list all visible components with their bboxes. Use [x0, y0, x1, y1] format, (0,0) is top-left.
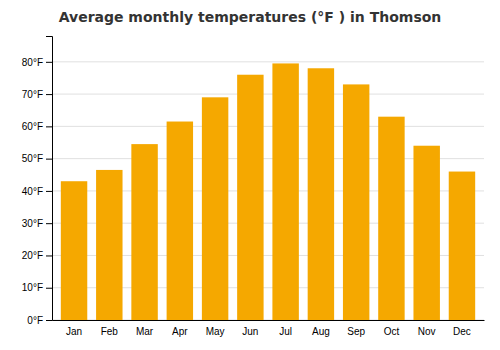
x-tick: Jun [242, 326, 258, 337]
x-tick-label: Nov [418, 326, 436, 337]
y-tick-label: 80°F [22, 57, 43, 68]
bars [61, 63, 475, 320]
x-tick: Dec [453, 326, 471, 337]
x-tick: Mar [136, 326, 154, 337]
y-tick-mark [46, 62, 52, 63]
x-tick-label: Sep [347, 326, 365, 337]
bar [61, 181, 87, 320]
grid-line [52, 94, 484, 95]
x-tick: Sep [347, 326, 365, 337]
y-tick: 30°F [22, 218, 52, 229]
y-tick: 10°F [22, 282, 52, 293]
title: Average monthly temperatures (°F ) in Th… [59, 9, 442, 25]
y-tick: 40°F [22, 186, 52, 197]
plot: 0°F 10°F 20°F 30°F 40°F 50°F 60°F 70°F 80°F Jan Fe… [22, 37, 485, 338]
x-axis-line [53, 320, 485, 321]
bar [308, 68, 334, 320]
y-tick-label: 60°F [22, 121, 43, 132]
x-tick: Apr [172, 326, 188, 337]
y-tick: 0°F [27, 315, 52, 326]
grid [52, 62, 484, 320]
x-tick-label: Feb [101, 326, 119, 337]
y-axis: 0°F 10°F 20°F 30°F 40°F 50°F 60°F 70°F 80°F [22, 37, 53, 326]
x-tick: Oct [384, 326, 400, 337]
bar [413, 146, 439, 320]
y-tick: 70°F [22, 89, 52, 100]
y-tick-mark [46, 94, 52, 95]
bar [378, 117, 404, 320]
x-tick-label: Apr [172, 326, 188, 337]
x-tick: Aug [312, 326, 330, 337]
x-tick-label: Oct [384, 326, 400, 337]
x-tick-label: May [206, 326, 225, 337]
x-tick-label: Jun [242, 326, 258, 337]
x-tick-label: Jul [279, 326, 292, 337]
x-tick: Feb [101, 326, 119, 337]
y-tick: 60°F [22, 121, 52, 132]
x-tick: Jul [279, 326, 292, 337]
y-tick-label: 20°F [22, 250, 43, 261]
bar [449, 172, 475, 320]
bar [96, 170, 122, 320]
x-tick-label: Aug [312, 326, 330, 337]
y-tick: 80°F [22, 57, 52, 68]
grid-line [52, 61, 484, 62]
bar [343, 84, 369, 320]
bar [131, 144, 157, 320]
y-tick-mark [46, 159, 52, 160]
y-tick-label: 50°F [22, 153, 43, 164]
y-tick-mark [46, 191, 52, 192]
x-tick: Nov [418, 326, 436, 337]
y-tick: 50°F [22, 153, 52, 164]
y-tick-mark [46, 223, 52, 224]
y-tick-mark [46, 255, 52, 256]
x-tick: May [206, 326, 225, 337]
y-tick-mark [46, 288, 52, 289]
y-tick-label: 0°F [27, 315, 43, 326]
bar [202, 97, 228, 320]
x-tick: Jan [66, 326, 82, 337]
y-tick-label: 30°F [22, 218, 43, 229]
y-tick-label: 40°F [22, 186, 43, 197]
y-tick-mark [46, 320, 52, 321]
y-tick-mark [46, 126, 52, 127]
x-tick-label: Mar [136, 326, 154, 337]
bar [167, 122, 193, 320]
chart: 0°F 10°F 20°F 30°F 40°F 50°F 60°F 70°F 80°F Jan Fe… [0, 0, 500, 350]
bar [237, 75, 263, 320]
y-tick-label: 70°F [22, 89, 43, 100]
bar [272, 63, 298, 320]
grid-line [52, 126, 484, 127]
y-tick: 20°F [22, 250, 52, 261]
y-axis-line [46, 37, 53, 321]
x-tick-label: Jan [66, 326, 82, 337]
x-axis: Jan Feb Mar Apr May Jun Jul Aug Sep Oct Nov Dec [53, 321, 485, 338]
y-tick-label: 10°F [22, 282, 43, 293]
x-tick-label: Dec [453, 326, 471, 337]
